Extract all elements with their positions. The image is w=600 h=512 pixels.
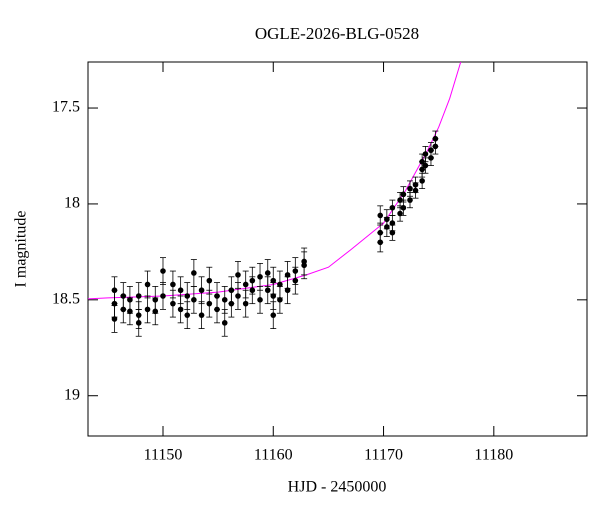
data-point [400, 204, 407, 211]
data-point [170, 300, 176, 307]
data-point [419, 158, 425, 165]
data-point [160, 293, 166, 299]
data-point [277, 281, 283, 288]
data-point [177, 306, 184, 313]
data-point [419, 178, 425, 184]
data-point [292, 268, 299, 274]
data-point [422, 162, 429, 169]
data-point [242, 300, 249, 307]
x-axis-label: HJD - 2450000 [288, 479, 387, 496]
x-tick-label: 11150 [144, 447, 183, 464]
data-point [144, 306, 151, 313]
data-point [235, 293, 241, 299]
y-tick-label: 18.5 [52, 290, 80, 307]
x-tick-label: 11180 [474, 447, 513, 464]
data-point [135, 293, 142, 299]
data-point [377, 212, 384, 219]
data-point [221, 297, 228, 303]
data-point [235, 272, 241, 278]
data-point [400, 191, 407, 198]
data-point [242, 281, 249, 288]
data-point [177, 287, 184, 294]
data-point [270, 293, 277, 299]
data-point [397, 197, 403, 203]
data-point [264, 287, 271, 294]
data-point [160, 268, 166, 274]
data-point [270, 312, 277, 318]
data-point [257, 274, 263, 280]
data-point [135, 312, 142, 318]
data-point [407, 185, 413, 192]
data-point [422, 151, 429, 157]
data-point [184, 293, 191, 299]
data-point [111, 316, 118, 322]
data-point [389, 220, 396, 226]
data-point [428, 147, 434, 154]
y-tick-label: 18 [64, 195, 80, 212]
data-point [407, 197, 413, 203]
data-point [377, 229, 384, 236]
data-point [198, 287, 205, 294]
data-point [127, 308, 133, 315]
y-axis-label: I magnitude [13, 211, 30, 288]
data-point [191, 270, 197, 276]
model-curve [88, 62, 462, 300]
data-point [152, 308, 159, 315]
data-point [264, 270, 271, 276]
data-point [432, 135, 439, 142]
x-tick-label: 11160 [254, 447, 293, 464]
x-tick-label: 11170 [364, 447, 403, 464]
data-point [191, 297, 197, 303]
data-point [221, 320, 228, 326]
data-point [384, 224, 390, 230]
y-tick-label: 17.5 [52, 99, 80, 116]
y-tick-label: 19 [64, 386, 80, 403]
data-point [120, 306, 127, 313]
data-point [397, 210, 403, 217]
data-point [389, 204, 396, 211]
data-point [170, 281, 176, 288]
data-point [284, 272, 291, 278]
data-point [249, 277, 256, 284]
data-point [389, 229, 396, 236]
data-point [228, 300, 235, 307]
data-point [206, 277, 213, 284]
data-point [257, 297, 263, 303]
data-point [284, 287, 291, 294]
data-point [206, 300, 213, 307]
data-point [270, 277, 277, 284]
data-point [412, 187, 419, 194]
plot-frame [87, 61, 588, 437]
data-point [214, 306, 220, 313]
data-point [144, 281, 151, 288]
data-point [111, 287, 118, 294]
data-point [277, 297, 283, 303]
data-point [184, 312, 191, 318]
chart-title: OGLE-2026-BLG-0528 [255, 24, 419, 43]
data-point [301, 262, 307, 269]
data-point [198, 312, 205, 318]
